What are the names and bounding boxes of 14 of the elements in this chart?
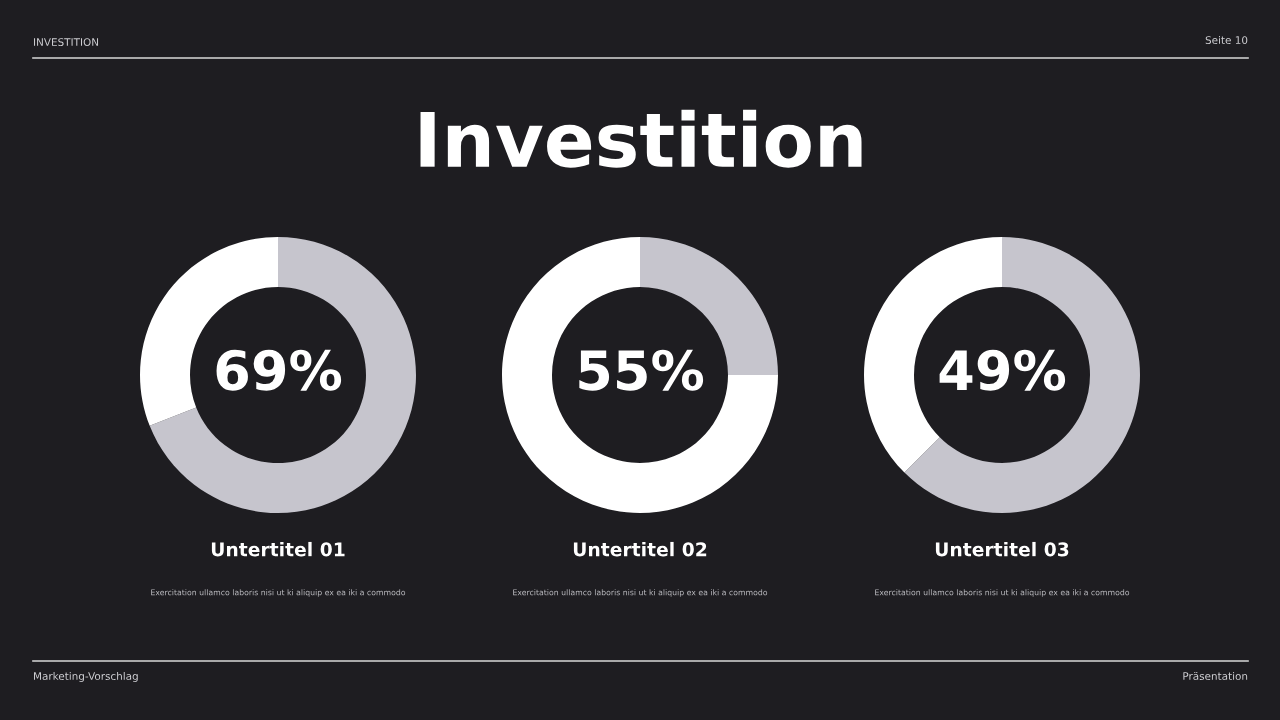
text: Seite 10: [1205, 35, 1248, 45]
text: Untertitel 01: [211, 541, 345, 557]
text: INVESTITION: [34, 38, 99, 47]
text: Investition: [420, 109, 862, 168]
text: 49%: [939, 349, 1066, 391]
text: Präsentation: [1183, 671, 1248, 681]
donut-slice: [149, 237, 416, 513]
text: Marketing-Vorschlag: [34, 671, 138, 683]
text: Untertitel 03: [935, 541, 1069, 557]
text: Untertitel 02: [573, 541, 707, 557]
text: 69%: [216, 349, 342, 391]
text: 55%: [579, 349, 704, 391]
donut-slice: [904, 237, 1140, 513]
donut-slice: [502, 237, 778, 513]
